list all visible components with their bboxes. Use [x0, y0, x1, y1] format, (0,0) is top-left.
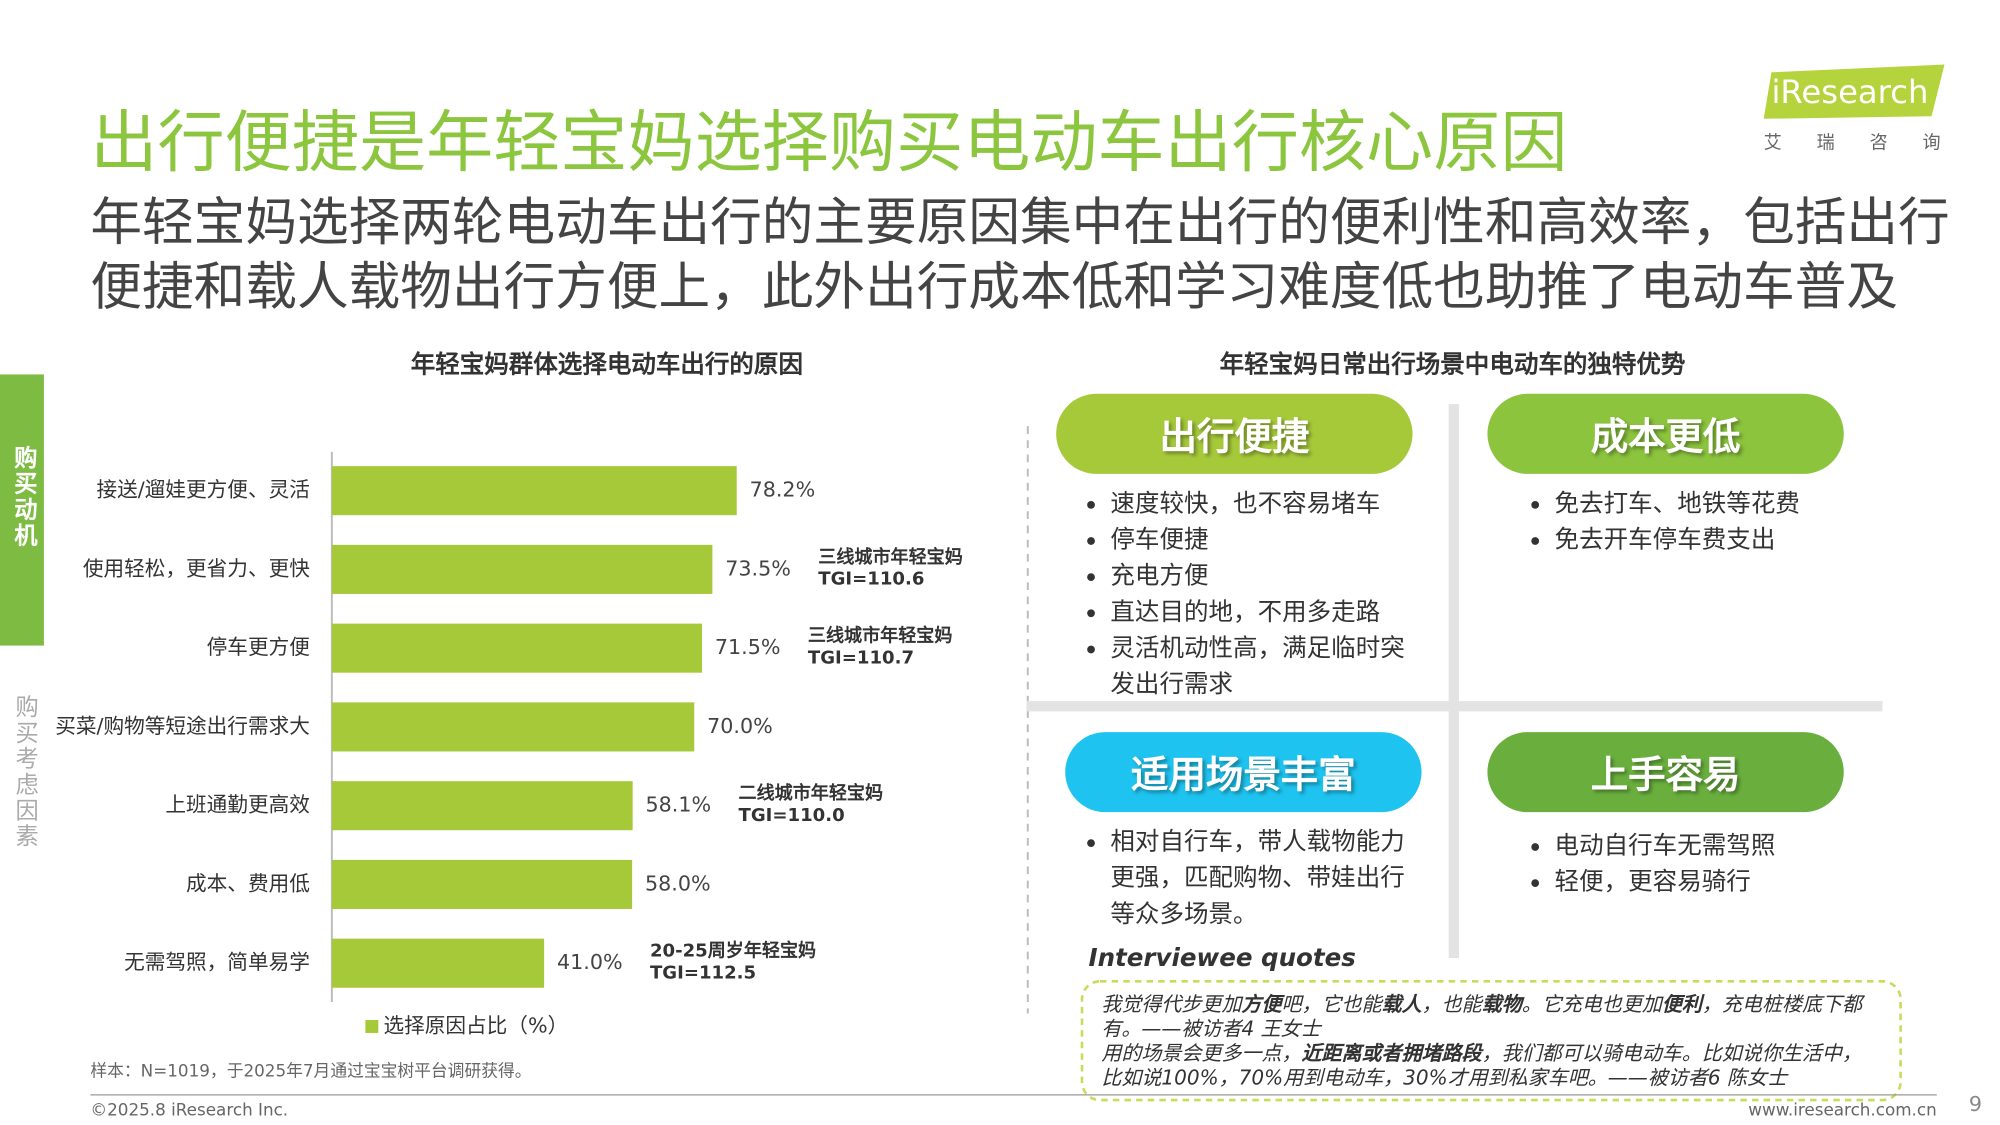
category-label: 买菜/购物等短途出行需求大 — [55, 714, 310, 738]
quote-segment: 方便 — [1241, 992, 1282, 1017]
advantage-label: 出行便捷 — [1056, 393, 1413, 474]
category-label: 接送/遛娃更方便、灵活 — [97, 478, 310, 502]
value-label: 58.1% — [646, 793, 712, 817]
subtitle-line: 年轻宝妈选择两轮电动车出行的主要原因集中在出行的便利性和高效率，包括出行 — [90, 193, 1950, 254]
value-label: 41.0% — [557, 950, 623, 974]
advantage-list: 速度较快，也不容易堵车停车便捷充电方便直达目的地，不用多走路灵活机动性高，满足临… — [1079, 485, 1412, 702]
logo-tagline: 艾瑞咨询 — [1763, 132, 1976, 154]
value-label: 78.2% — [750, 478, 816, 502]
copyright: ©2025.8 iResearch Inc. — [90, 1099, 288, 1119]
quote: 用的场景会更多一点，近距离或者拥堵路段，我们都可以骑电动车。比如说你生活中，比如… — [1101, 1042, 1876, 1091]
category-label: 无需驾照，简单易学 — [124, 950, 310, 974]
value-label: 70.0% — [707, 714, 773, 738]
quote-segment: 我觉得代步更加 — [1101, 992, 1242, 1017]
legend-swatch — [365, 1020, 379, 1033]
advantage-item: 免去打车、地铁等花费 — [1555, 485, 1857, 521]
advantage-label: 成本更低 — [1487, 393, 1844, 474]
title: 出行便捷是年轻宝妈选择购买电动车出行核心原因 — [90, 104, 1568, 183]
category-label: 使用轻松，更省力、更快 — [83, 556, 310, 580]
advantage-item: 充电方便 — [1110, 558, 1412, 594]
quote-segment: 用的场景会更多一点， — [1101, 1041, 1302, 1066]
advantage-item: 电动自行车无需驾照 — [1555, 828, 1857, 864]
annotation-group: 三线城市年轻宝妈 — [808, 625, 953, 647]
annotation-group: 20-25周岁年轻宝妈 — [650, 940, 816, 962]
advantage-item: 相对自行车，带人载物能力更强，匹配购物、带娃出行等众多场景。 — [1110, 824, 1412, 932]
quote-segment: 载物 — [1481, 992, 1522, 1017]
sidebar-active: 购买动机 — [10, 445, 38, 549]
category-label: 上班通勤更高效 — [165, 793, 309, 817]
advantage-item: 停车便捷 — [1110, 522, 1412, 558]
quote-segment: ，也能 — [1421, 992, 1482, 1017]
quote-segment: ，我们都可以骑电动车。比如说你生活中，比如说100%，70%用到电动车，30%才… — [1101, 1041, 1862, 1090]
bar — [331, 938, 545, 988]
advantage-item: 免去开车停车费支出 — [1555, 522, 1857, 558]
chart-title: 年轻宝妈群体选择电动车出行的原因 — [411, 349, 803, 378]
quote-segment: ，充电桩楼底下都有。——被访者4 王女士 — [1101, 992, 1863, 1041]
annotation-tgi: TGI=110.7 — [808, 647, 914, 668]
quote-segment: 。它充电也更加 — [1521, 992, 1662, 1017]
quote-segment: 便利 — [1661, 992, 1702, 1017]
bar — [331, 859, 633, 909]
advantage-item: 灵活机动性高，满足临时突发出行需求 — [1110, 630, 1412, 702]
advantage-list: 相对自行车，带人载物能力更强，匹配购物、带娃出行等众多场景。 — [1079, 824, 1412, 932]
annotation-tgi: TGI=110.0 — [739, 805, 845, 826]
quotes-title: Interviewee quotes — [1088, 943, 1356, 973]
logo-bg — [1763, 64, 1945, 119]
logo-brand: iResearch — [1771, 73, 1928, 111]
advantage-list: 免去打车、地铁等花费免去开车停车费支出 — [1524, 485, 1857, 557]
quote-segment: 近距离或者拥堵路段 — [1301, 1041, 1482, 1066]
sidebar-active-bg — [0, 374, 44, 646]
advantage-list: 电动自行车无需驾照轻便，更容易骑行 — [1524, 828, 1857, 900]
website: www.iresearch.com.cn — [1748, 1099, 1936, 1119]
value-label: 73.5% — [725, 556, 791, 580]
page-number: 9 — [1969, 1092, 1982, 1116]
category-label: 停车更方便 — [207, 635, 311, 659]
quote-segment: 载人 — [1381, 992, 1422, 1017]
quotes: 我觉得代步更加方便吧，它也能载人，也能载物。它充电也更加便利，充电桩楼底下都有。… — [1101, 993, 1876, 1091]
annotation-group: 二线城市年轻宝妈 — [739, 782, 884, 804]
bar — [331, 466, 737, 516]
advantage-item: 轻便，更容易骑行 — [1555, 864, 1857, 900]
bar — [331, 544, 713, 594]
annotation-group: 三线城市年轻宝妈 — [818, 546, 963, 568]
quote-segment: 吧，它也能 — [1281, 992, 1382, 1017]
quote-box — [1080, 979, 1902, 1102]
sidebar-inactive: 购买考虑因素 — [11, 694, 39, 850]
quote: 我觉得代步更加方便吧，它也能载人，也能载物。它充电也更加便利，充电桩楼底下都有。… — [1101, 993, 1876, 1042]
bar — [331, 702, 695, 752]
advantage-item: 速度较快，也不容易堵车 — [1110, 485, 1412, 521]
annotation-tgi: TGI=110.6 — [818, 569, 924, 590]
bar — [331, 623, 703, 673]
category-label: 成本、费用低 — [186, 871, 310, 895]
bar — [331, 781, 633, 831]
advantage-item: 直达目的地，不用多走路 — [1110, 594, 1412, 630]
panel-title: 年轻宝妈日常出行场景中电动车的独特优势 — [1220, 349, 1686, 378]
advantage-label: 适用场景丰富 — [1065, 732, 1422, 813]
note: 样本：N=1019，于2025年7月通过宝宝树平台调研获得。 — [90, 1061, 531, 1081]
advantage-label: 上手容易 — [1487, 732, 1844, 813]
subtitle-line: 便捷和载人载物出行方便上，此外出行成本低和学习难度低也助推了电动车普及 — [90, 258, 1899, 318]
legend-label: 选择原因占比（%） — [383, 1013, 568, 1037]
annotation-tgi: TGI=112.5 — [650, 963, 756, 984]
value-label: 58.0% — [645, 871, 711, 895]
value-label: 71.5% — [715, 635, 781, 659]
